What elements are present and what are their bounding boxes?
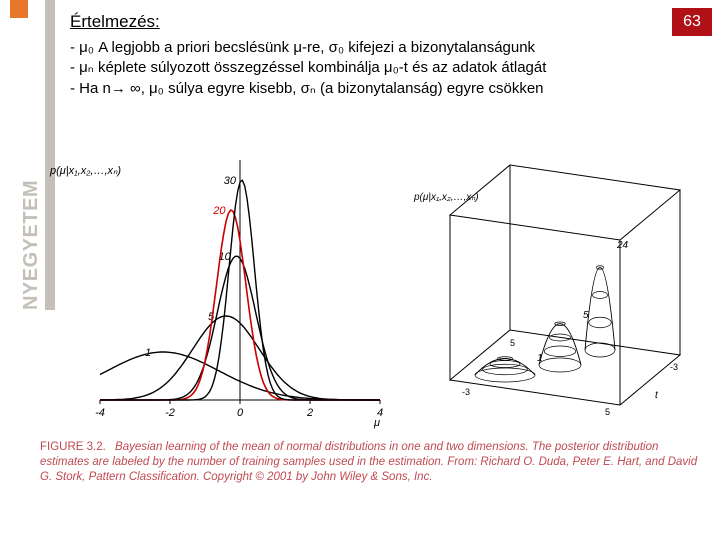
svg-text:1: 1 — [145, 347, 151, 359]
brand-square — [10, 0, 28, 18]
svg-text:μ: μ — [373, 417, 380, 429]
svg-text:p(μ|x₁,x₂,…,xₙ): p(μ|x₁,x₂,…,xₙ) — [413, 192, 479, 203]
svg-text:-4: -4 — [95, 407, 105, 419]
svg-text:-2: -2 — [165, 407, 175, 419]
svg-text:-3: -3 — [462, 387, 470, 397]
svg-text:p(μ|x₁,x₂,…,xₙ): p(μ|x₁,x₂,…,xₙ) — [49, 165, 121, 177]
svg-text:2: 2 — [306, 407, 313, 419]
svg-text:20: 20 — [212, 205, 226, 217]
svg-text:-3: -3 — [670, 362, 678, 372]
svg-text:5: 5 — [510, 338, 515, 348]
svg-text:24: 24 — [616, 240, 629, 251]
bullet-3: - Ha n→ ∞, μ₀ súlya egyre kisebb, σₙ (a … — [70, 79, 700, 99]
section-title: Értelmezés: — [70, 12, 700, 32]
svg-text:5: 5 — [605, 407, 610, 417]
bullet-2: - μₙ képlete súlyozott összegzéssel komb… — [70, 58, 700, 78]
content-block: Értelmezés: - μ₀ A legjobb a priori becs… — [70, 12, 700, 99]
svg-text:0: 0 — [237, 407, 244, 419]
caption-body: Bayesian learning of the mean of normal … — [40, 441, 697, 483]
svg-text:t: t — [655, 390, 659, 401]
svg-text:30: 30 — [224, 175, 237, 187]
caption-lead: FIGURE 3.2. — [40, 441, 106, 453]
chart-3d: tp(μ|x₁,x₂,…,xₙ)-3-3551524 — [410, 160, 700, 430]
figure-area: -4-2024μp(μ|x₁,x₂,…,xₙ)15102030 tp(μ|x₁,… — [40, 140, 700, 480]
bullet-1: - μ₀ A legjobb a priori becslésünk μ-re,… — [70, 38, 700, 58]
figure-caption: FIGURE 3.2. Bayesian learning of the mea… — [40, 440, 700, 485]
chart-2d: -4-2024μp(μ|x₁,x₂,…,xₙ)15102030 — [40, 150, 390, 430]
